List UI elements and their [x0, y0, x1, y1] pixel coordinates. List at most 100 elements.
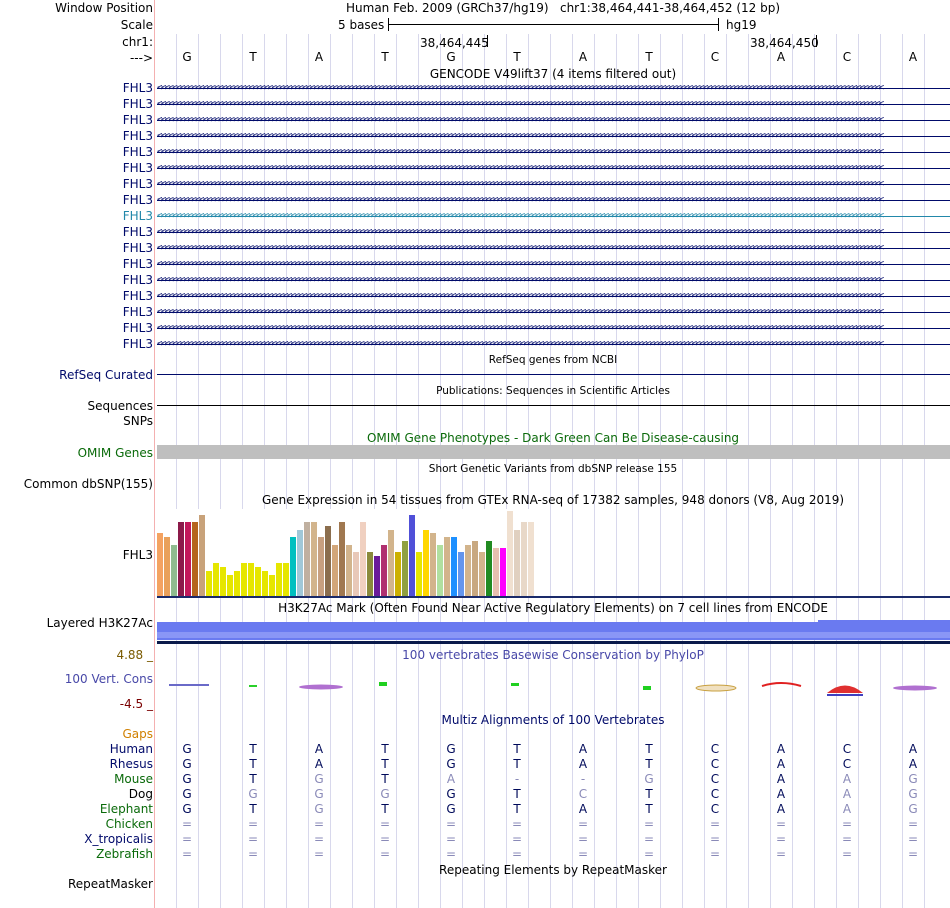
gtex-bar[interactable] — [192, 522, 198, 597]
gencode-transcript-label[interactable]: FHL3 — [122, 113, 153, 127]
multiz-species-label[interactable]: X_tropicalis — [84, 832, 153, 846]
multiz-species-label[interactable]: Chicken — [105, 817, 153, 831]
multiz-species-label[interactable]: Human — [109, 742, 153, 756]
gtex-bar[interactable] — [199, 515, 205, 597]
gtex-bar[interactable] — [381, 545, 387, 597]
cons-track-label[interactable]: 100 Vert. Cons — [64, 672, 153, 686]
gencode-transcript-feature[interactable]: <<<<<<<<<<<<<<<<<<<<<<<<<<<<<<<<<<<<<<<<… — [157, 244, 950, 253]
gtex-bar[interactable] — [437, 545, 443, 597]
gencode-transcript-feature[interactable]: <<<<<<<<<<<<<<<<<<<<<<<<<<<<<<<<<<<<<<<<… — [157, 196, 950, 205]
pubs-feature-line[interactable] — [157, 405, 950, 406]
gencode-transcript-feature[interactable]: <<<<<<<<<<<<<<<<<<<<<<<<<<<<<<<<<<<<<<<<… — [157, 212, 950, 221]
multiz-species-label[interactable]: Mouse — [114, 772, 153, 786]
gencode-transcript-feature[interactable]: <<<<<<<<<<<<<<<<<<<<<<<<<<<<<<<<<<<<<<<<… — [157, 180, 950, 189]
h3k27ac-track-label[interactable]: Layered H3K27Ac — [46, 616, 153, 630]
gencode-transcript-feature[interactable]: <<<<<<<<<<<<<<<<<<<<<<<<<<<<<<<<<<<<<<<<… — [157, 292, 950, 301]
gtex-bar[interactable] — [213, 563, 219, 597]
gtex-bar[interactable] — [388, 530, 394, 597]
gtex-bar[interactable] — [164, 537, 170, 597]
gencode-transcript-label[interactable]: FHL3 — [122, 289, 153, 303]
gtex-bar[interactable] — [430, 533, 436, 597]
gencode-transcript-label[interactable]: FHL3 — [122, 257, 153, 271]
gtex-bar[interactable] — [262, 571, 268, 597]
gtex-bar[interactable] — [374, 556, 380, 597]
gencode-transcript-label[interactable]: FHL3 — [122, 161, 153, 175]
gencode-transcript-label[interactable]: FHL3 — [122, 337, 153, 351]
rmsk-track-label[interactable]: RepeatMasker — [67, 877, 153, 891]
gencode-transcript-feature[interactable]: <<<<<<<<<<<<<<<<<<<<<<<<<<<<<<<<<<<<<<<<… — [157, 276, 950, 285]
gencode-transcript-feature[interactable]: <<<<<<<<<<<<<<<<<<<<<<<<<<<<<<<<<<<<<<<<… — [157, 100, 950, 109]
gencode-transcript-feature[interactable]: <<<<<<<<<<<<<<<<<<<<<<<<<<<<<<<<<<<<<<<<… — [157, 148, 950, 157]
gtex-bar[interactable] — [178, 522, 184, 597]
gencode-transcript-label[interactable]: FHL3 — [122, 97, 153, 111]
gtex-bar[interactable] — [451, 537, 457, 597]
gtex-bar[interactable] — [514, 530, 520, 597]
gtex-bar[interactable] — [409, 515, 415, 597]
gencode-transcript-label[interactable]: FHL3 — [122, 241, 153, 255]
multiz-species-label[interactable]: Elephant — [99, 802, 153, 816]
refseq-track-label[interactable]: RefSeq Curated — [59, 368, 153, 382]
gencode-transcript-label[interactable]: FHL3 — [122, 193, 153, 207]
gencode-transcript-label[interactable]: FHL3 — [122, 209, 153, 223]
gtex-bar[interactable] — [227, 575, 233, 597]
gtex-bar[interactable] — [255, 567, 261, 597]
gtex-bar[interactable] — [318, 537, 324, 597]
gtex-bar[interactable] — [220, 567, 226, 597]
gtex-bar[interactable] — [521, 522, 527, 597]
gtex-bar[interactable] — [157, 533, 163, 597]
omim-track-label[interactable]: OMIM Genes — [77, 446, 153, 460]
gtex-bar[interactable] — [339, 522, 345, 597]
gtex-bar[interactable] — [346, 545, 352, 597]
gtex-bar[interactable] — [290, 537, 296, 597]
multiz-species-label[interactable]: Rhesus — [109, 757, 153, 771]
gtex-bar[interactable] — [360, 522, 366, 597]
gtex-bar[interactable] — [353, 552, 359, 597]
gtex-bar[interactable] — [416, 552, 422, 597]
multiz-species-label[interactable]: Dog — [128, 787, 153, 801]
gtex-bar[interactable] — [283, 563, 289, 597]
gtex-bar-chart[interactable] — [157, 509, 557, 597]
gencode-transcript-feature[interactable]: <<<<<<<<<<<<<<<<<<<<<<<<<<<<<<<<<<<<<<<<… — [157, 116, 950, 125]
gencode-transcript-label[interactable]: FHL3 — [122, 273, 153, 287]
gtex-bar[interactable] — [332, 545, 338, 597]
gtex-bar[interactable] — [528, 522, 534, 597]
pubs-sequences-label[interactable]: Sequences — [87, 399, 153, 413]
gtex-bar[interactable] — [241, 563, 247, 597]
gencode-transcript-feature[interactable]: <<<<<<<<<<<<<<<<<<<<<<<<<<<<<<<<<<<<<<<<… — [157, 308, 950, 317]
gencode-transcript-feature[interactable]: <<<<<<<<<<<<<<<<<<<<<<<<<<<<<<<<<<<<<<<<… — [157, 260, 950, 269]
refseq-feature-line[interactable] — [157, 374, 950, 375]
gtex-bar[interactable] — [311, 522, 317, 597]
multiz-gaps-label[interactable]: Gaps — [122, 727, 153, 741]
gencode-transcript-feature[interactable]: <<<<<<<<<<<<<<<<<<<<<<<<<<<<<<<<<<<<<<<<… — [157, 164, 950, 173]
gtex-bar[interactable] — [269, 575, 275, 597]
gtex-bar[interactable] — [276, 563, 282, 597]
gtex-bar[interactable] — [206, 571, 212, 597]
gtex-bar[interactable] — [234, 571, 240, 597]
gtex-bar[interactable] — [171, 545, 177, 597]
dbsnp-track-label[interactable]: Common dbSNP(155) — [23, 477, 153, 491]
gencode-transcript-label[interactable]: FHL3 — [122, 305, 153, 319]
gtex-bar[interactable] — [248, 563, 254, 597]
gtex-bar[interactable] — [325, 526, 331, 597]
gencode-transcript-label[interactable]: FHL3 — [122, 145, 153, 159]
gencode-transcript-feature[interactable]: <<<<<<<<<<<<<<<<<<<<<<<<<<<<<<<<<<<<<<<<… — [157, 132, 950, 141]
gtex-bar[interactable] — [472, 541, 478, 597]
gtex-bar[interactable] — [444, 537, 450, 597]
gencode-transcript-label[interactable]: FHL3 — [122, 81, 153, 95]
gtex-bar[interactable] — [465, 545, 471, 597]
gencode-transcript-label[interactable]: FHL3 — [122, 177, 153, 191]
gencode-transcript-feature[interactable]: <<<<<<<<<<<<<<<<<<<<<<<<<<<<<<<<<<<<<<<<… — [157, 228, 950, 237]
gencode-transcript-feature[interactable]: <<<<<<<<<<<<<<<<<<<<<<<<<<<<<<<<<<<<<<<<… — [157, 340, 950, 349]
gtex-bar[interactable] — [185, 522, 191, 597]
gtex-bar[interactable] — [479, 552, 485, 597]
gtex-bar[interactable] — [297, 530, 303, 597]
gtex-track-label[interactable]: FHL3 — [122, 548, 153, 562]
gencode-transcript-feature[interactable]: <<<<<<<<<<<<<<<<<<<<<<<<<<<<<<<<<<<<<<<<… — [157, 84, 950, 93]
gtex-bar[interactable] — [507, 511, 513, 597]
multiz-species-label[interactable]: Zebrafish — [96, 847, 153, 861]
gtex-bar[interactable] — [493, 548, 499, 597]
cons-graph[interactable] — [157, 660, 950, 702]
gencode-transcript-feature[interactable]: <<<<<<<<<<<<<<<<<<<<<<<<<<<<<<<<<<<<<<<<… — [157, 324, 950, 333]
gencode-transcript-label[interactable]: FHL3 — [122, 129, 153, 143]
gtex-bar[interactable] — [458, 552, 464, 597]
